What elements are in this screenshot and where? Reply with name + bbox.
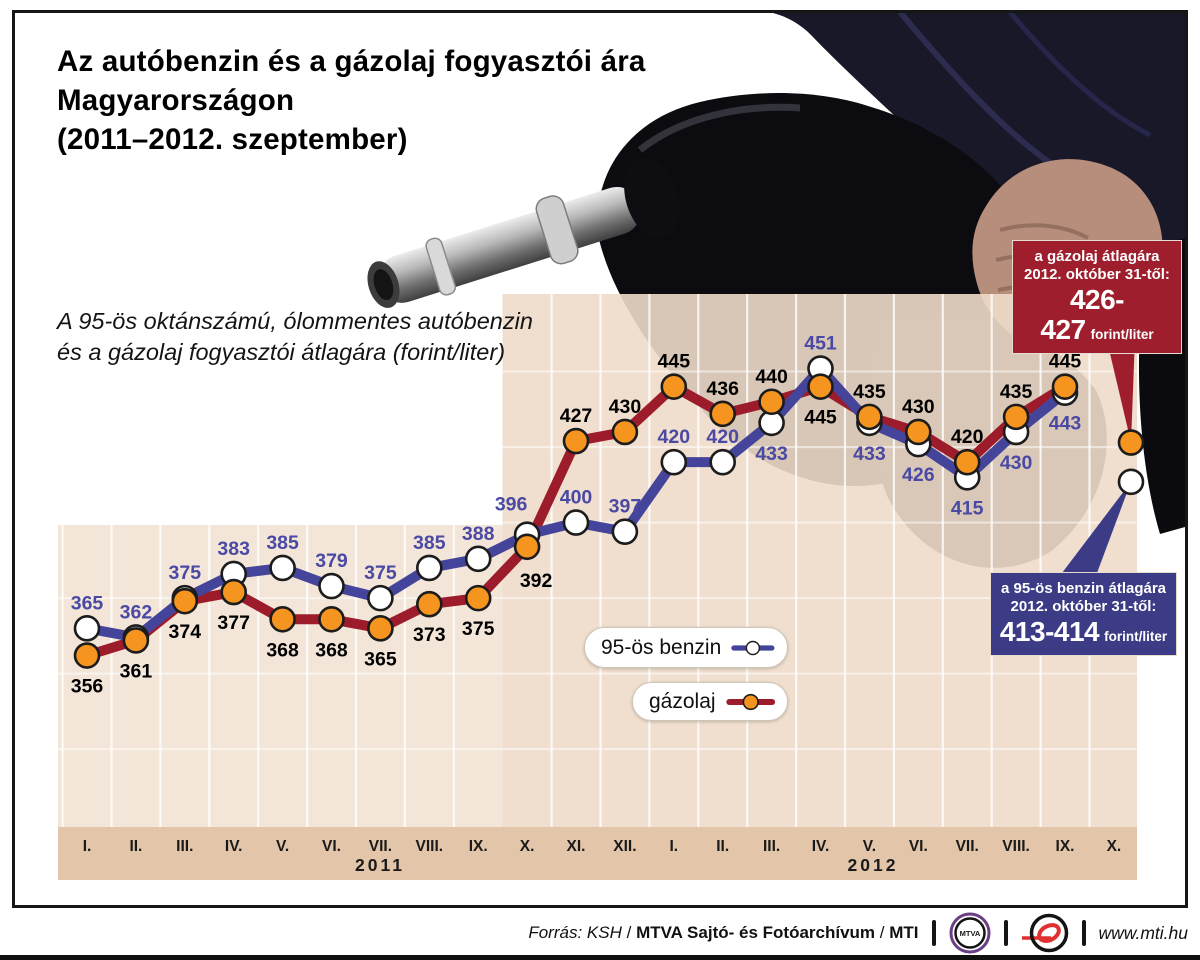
legend-item-gazolaj: gázolaj: [632, 682, 788, 721]
mtva-logo-icon: MTVA: [949, 912, 991, 954]
footer-divider: [1081, 920, 1086, 946]
finger-line: [999, 223, 1089, 240]
callout-petrol: a 95-ös benzin átlagára 2012. október 31…: [990, 572, 1177, 656]
legend-label-gazolaj: gázolaj: [649, 689, 716, 713]
footer-divider: [931, 920, 936, 946]
title-line: (2011–2012. szeptember): [57, 123, 408, 156]
source-separator: /: [879, 923, 885, 942]
footer-divider: [1003, 920, 1008, 946]
legend-line-sample-benzin: [731, 640, 775, 655]
legend-label-benzin: 95-ös benzin: [601, 635, 722, 659]
callout-petrol-line2: 2012. október 31-től:: [1010, 598, 1157, 615]
footer: Forrás: KSH / MTVA Sajtó- és Fotóarchívu…: [12, 911, 1190, 955]
mti-logo-icon: [1021, 913, 1068, 953]
source-text: Forrás: KSH / MTVA Sajtó- és Fotóarchívu…: [528, 923, 918, 943]
legend-item-benzin: 95-ös benzin: [584, 627, 788, 668]
nozzle-spout: [367, 186, 641, 308]
spout-collar: [624, 157, 680, 239]
callout-petrol-value-row: 413-414 forint/liter: [995, 617, 1172, 647]
sleeve-fold: [897, 13, 1062, 173]
legend-line-sample-gazolaj: [725, 693, 775, 710]
callout-diesel-unit: forint/liter: [1090, 327, 1154, 342]
legend-sample-marker: [742, 693, 759, 710]
mtva-logo-text: MTVA: [959, 929, 980, 938]
subtitle-line: és a gázolaj fogyasztói átlagára (forint…: [57, 339, 506, 365]
nozzle-highlight: [637, 103, 801, 153]
source-archive: MTVA Sajtó- és Fotóarchívum: [636, 923, 876, 942]
callout-diesel: a gázolaj átlagára 2012. október 31-től:…: [1012, 240, 1182, 354]
page-title: Az autóbenzin és a gázolaj fogyasztói ár…: [57, 42, 646, 159]
callout-diesel-value-row: 426-427 forint/liter: [1017, 285, 1177, 345]
title-line: Magyarországon: [57, 84, 295, 117]
sleeve-fold: [1008, 13, 1152, 138]
callout-petrol-unit: forint/liter: [1104, 629, 1168, 644]
source-agency: MTI: [889, 923, 919, 942]
sleeve-red-trim: [1183, 250, 1185, 410]
callout-diesel-line1: a gázolaj átlagára: [1034, 248, 1160, 265]
legend-sample-marker: [745, 640, 761, 655]
callout-petrol-line1: a 95-ös benzin átlagára: [1000, 580, 1167, 597]
website-link: www.mti.hu: [1098, 922, 1188, 943]
source-separator: /: [626, 923, 632, 942]
bottom-edge-bar: [0, 955, 1200, 960]
chart-subtitle: A 95-ös oktánszámú, ólommentes autóbenzi…: [57, 306, 533, 368]
callout-petrol-value: 413-414: [999, 616, 1100, 647]
callout-diesel-line2: 2012. október 31-től:: [1024, 266, 1170, 283]
title-line: Az autóbenzin és a gázolaj fogyasztói ár…: [57, 45, 646, 78]
source-label: Forrás: KSH: [528, 923, 622, 942]
subtitle-line: A 95-ös oktánszámú, ólommentes autóbenzi…: [57, 308, 533, 334]
